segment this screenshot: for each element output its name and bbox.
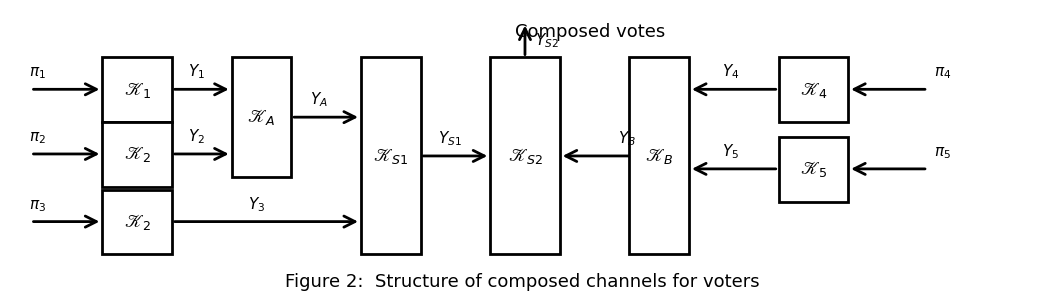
Text: $\mathscr{K}_4$: $\mathscr{K}_4$: [800, 80, 827, 100]
Text: $Y_B$: $Y_B$: [618, 129, 637, 148]
Bar: [779, 137, 849, 202]
Text: $Y_1$: $Y_1$: [188, 63, 206, 81]
Text: $\mathscr{K}_B$: $\mathscr{K}_B$: [645, 146, 673, 166]
Text: $\pi_5$: $\pi_5$: [934, 145, 951, 161]
Text: $\pi_1$: $\pi_1$: [29, 66, 46, 81]
Text: Composed votes: Composed votes: [515, 23, 665, 41]
Text: $Y_3$: $Y_3$: [247, 195, 265, 214]
Bar: [779, 58, 849, 122]
Text: $\mathscr{K}_{S1}$: $\mathscr{K}_{S1}$: [373, 146, 408, 166]
Text: $Y_{S1}$: $Y_{S1}$: [438, 129, 462, 148]
Bar: [491, 58, 560, 254]
Text: $Y_A$: $Y_A$: [310, 91, 328, 109]
Text: $Y_4$: $Y_4$: [722, 63, 739, 81]
Bar: [361, 58, 421, 254]
Text: $\mathscr{K}_5$: $\mathscr{K}_5$: [800, 159, 827, 179]
Text: Figure 2:  Structure of composed channels for voters: Figure 2: Structure of composed channels…: [285, 273, 759, 291]
Text: $\mathscr{K}_1$: $\mathscr{K}_1$: [123, 80, 150, 100]
Text: $\mathscr{K}_{S2}$: $\mathscr{K}_{S2}$: [507, 146, 543, 166]
Text: $\mathscr{K}_2$: $\mathscr{K}_2$: [123, 212, 150, 232]
Bar: [102, 190, 172, 254]
Bar: [630, 58, 689, 254]
Text: $\pi_3$: $\pi_3$: [29, 198, 46, 214]
Text: $Y_2$: $Y_2$: [188, 127, 206, 146]
Text: $Y_5$: $Y_5$: [722, 142, 739, 161]
Text: $\mathscr{K}_2$: $\mathscr{K}_2$: [123, 144, 150, 164]
Text: $\mathscr{K}_A$: $\mathscr{K}_A$: [247, 107, 276, 127]
Bar: [102, 122, 172, 187]
Bar: [232, 58, 291, 177]
Text: $\pi_2$: $\pi_2$: [29, 130, 46, 146]
Text: $\pi_4$: $\pi_4$: [934, 66, 951, 81]
Text: $Y_{S2}$: $Y_{S2}$: [535, 31, 559, 50]
Bar: [102, 58, 172, 122]
